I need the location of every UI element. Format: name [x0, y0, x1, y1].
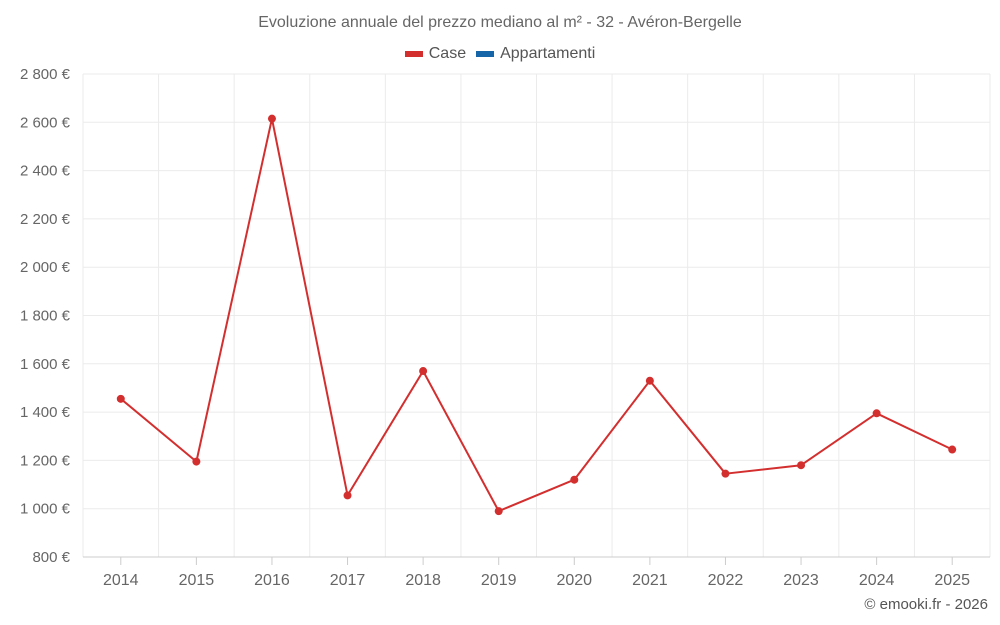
chart-legend: Case Appartamenti — [0, 45, 1000, 63]
credit-text: © emooki.fr - 2026 — [864, 596, 988, 613]
data-point — [192, 457, 201, 466]
y-tick-label: 1 800 € — [20, 308, 71, 325]
data-point — [797, 461, 806, 470]
legend-item-case[interactable]: Case — [404, 45, 467, 63]
legend-label-appartamenti: Appartamenti — [500, 45, 596, 62]
y-tick-label: 1 600 € — [20, 356, 71, 373]
legend-swatch-case — [404, 51, 423, 57]
data-point — [721, 469, 730, 478]
x-tick-label: 2017 — [330, 572, 366, 589]
data-point — [494, 507, 503, 516]
x-tick-label: 2022 — [708, 572, 744, 589]
x-tick-label: 2023 — [783, 572, 819, 589]
x-tick-label: 2014 — [103, 572, 139, 589]
y-tick-label: 2 800 € — [20, 66, 71, 83]
series-line-case — [120, 117, 953, 513]
x-tick-label: 2018 — [405, 572, 441, 589]
x-tick-label: 2020 — [556, 572, 592, 589]
y-tick-label: 2 000 € — [20, 259, 71, 276]
x-tick-label: 2015 — [179, 572, 215, 589]
y-tick-label: 2 200 € — [20, 211, 71, 228]
data-point — [116, 394, 125, 403]
data-point — [343, 491, 352, 500]
data-point — [570, 475, 579, 484]
y-tick-label: 800 € — [32, 549, 70, 566]
x-tick-label: 2021 — [632, 572, 668, 589]
data-point — [419, 367, 428, 376]
y-tick-label: 2 400 € — [20, 163, 71, 180]
y-tick-label: 2 600 € — [20, 114, 71, 131]
legend-swatch-appartamenti — [476, 51, 495, 57]
data-point — [267, 114, 276, 123]
x-tick-label: 2019 — [481, 572, 517, 589]
data-point — [948, 445, 957, 454]
chart-title: Evoluzione annuale del prezzo mediano al… — [258, 14, 742, 31]
legend-item-appartamenti[interactable]: Appartamenti — [476, 45, 595, 63]
y-tick-label: 1 000 € — [20, 501, 71, 518]
legend-label-case: Case — [428, 45, 467, 62]
data-point — [872, 409, 881, 418]
x-tick-label: 2025 — [934, 572, 970, 589]
y-tick-label: 1 400 € — [20, 404, 71, 421]
x-tick-label: 2024 — [859, 572, 895, 589]
data-point — [645, 376, 654, 385]
y-tick-label: 1 200 € — [20, 452, 71, 469]
x-tick-label: 2016 — [254, 572, 290, 589]
